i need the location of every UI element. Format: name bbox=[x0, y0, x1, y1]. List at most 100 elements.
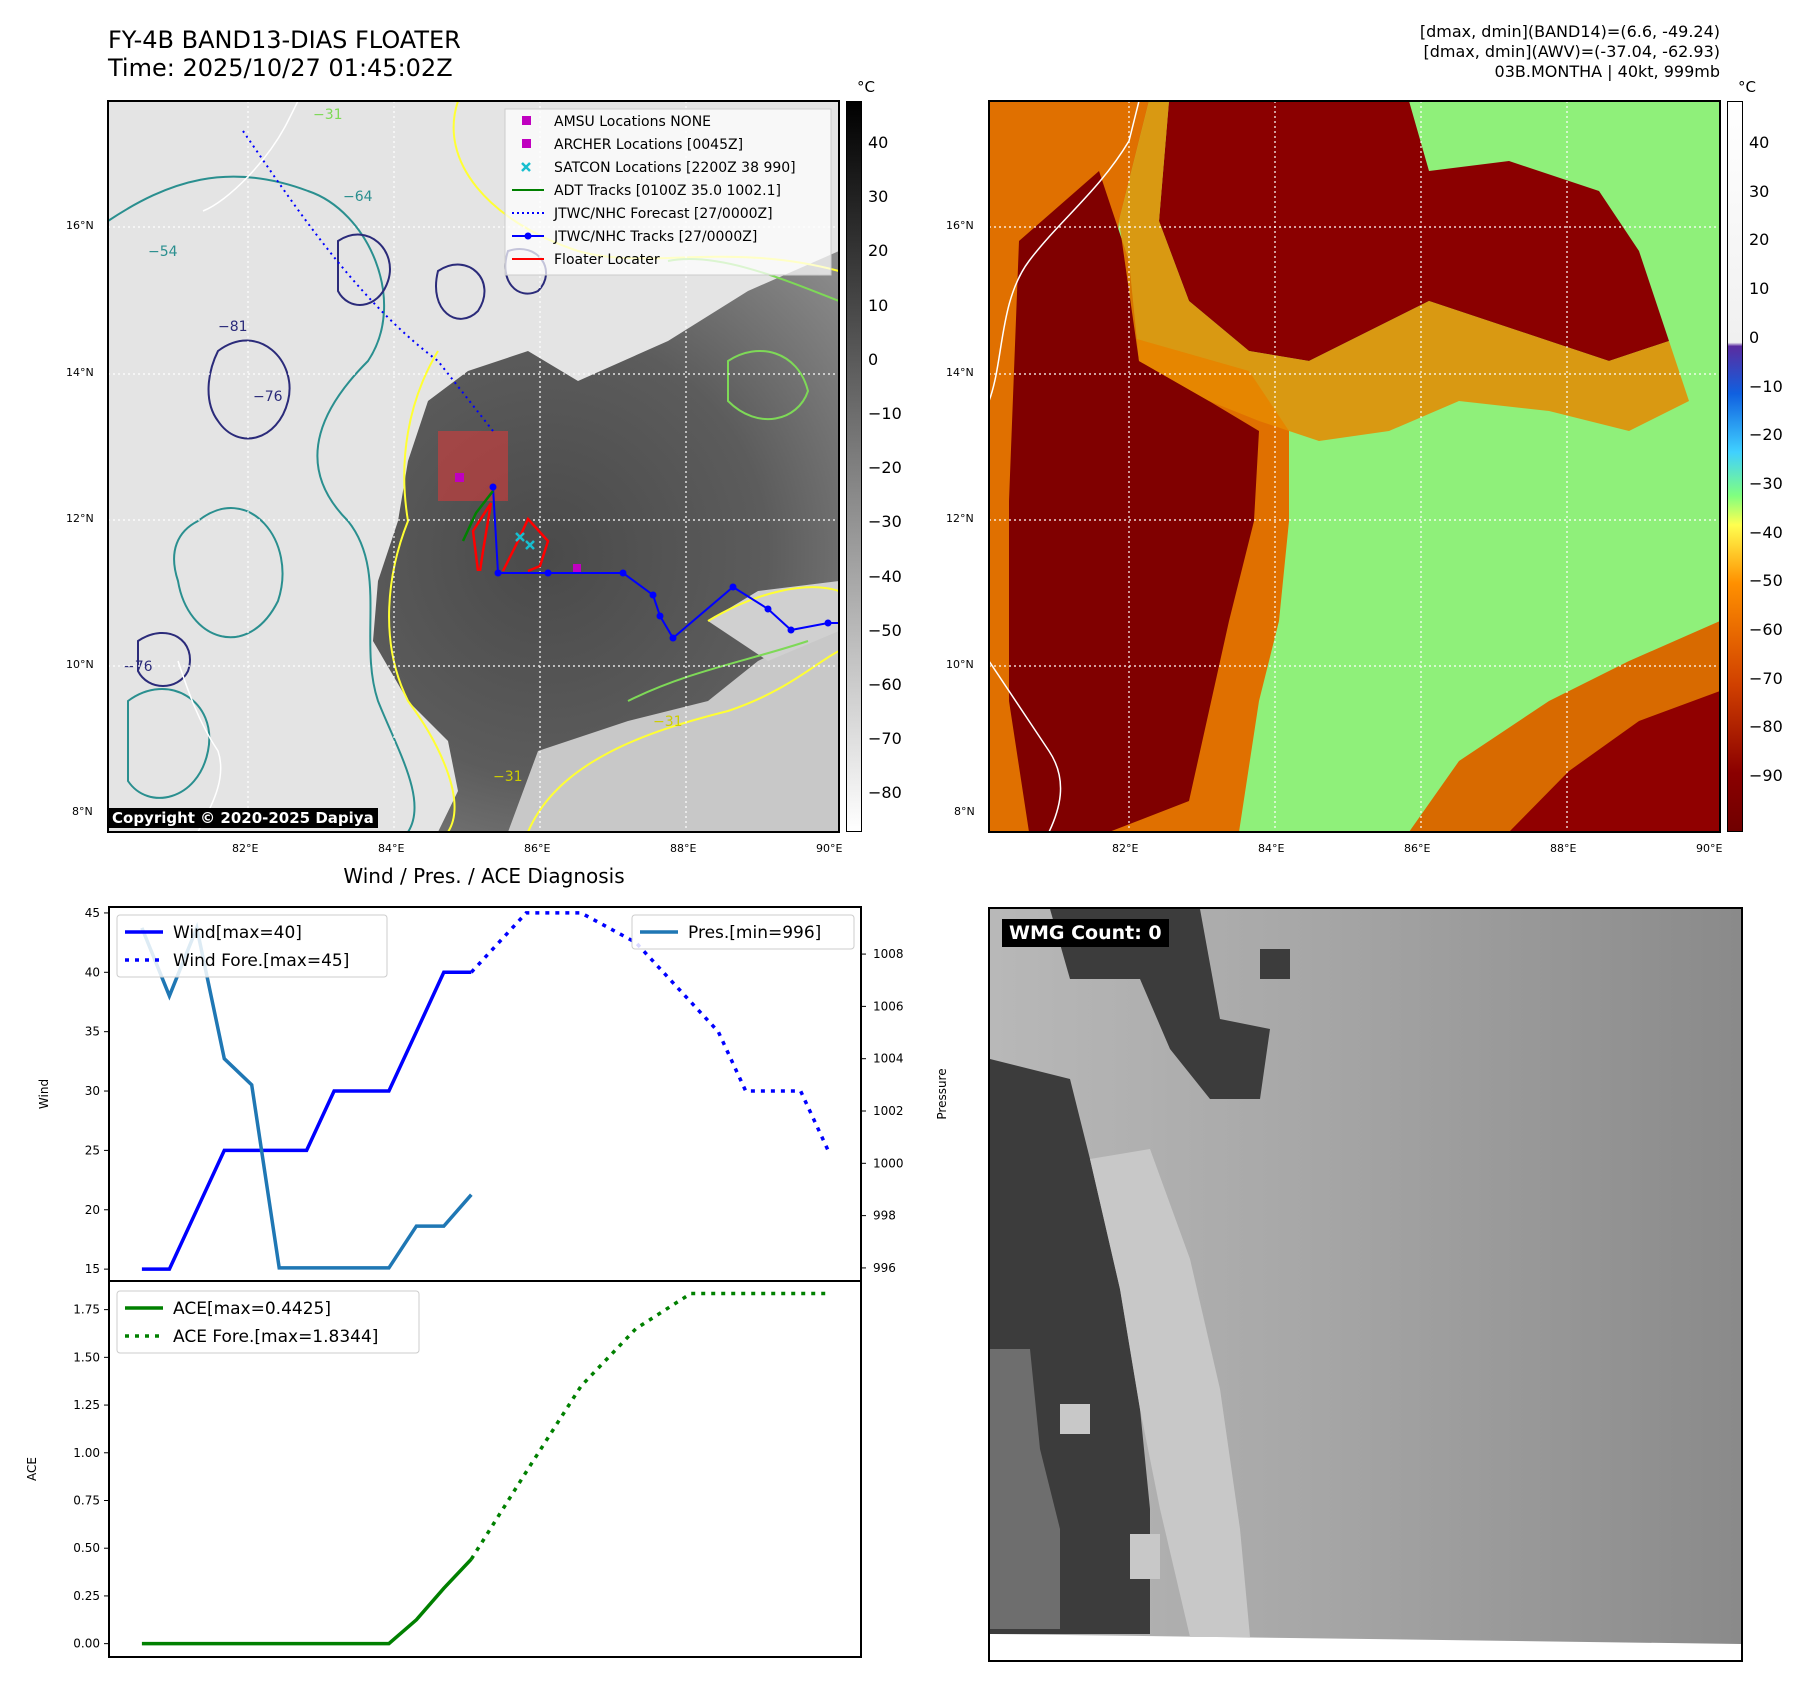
floater-locater bbox=[501, 516, 550, 573]
info-line-1: [dmax, dmin](BAND14)=(6.6, -49.24) bbox=[1419, 22, 1720, 41]
ir-colorbar-unit: °C bbox=[857, 78, 875, 96]
colorbar-tick: −30 bbox=[1749, 473, 1783, 493]
contour-label: −54 bbox=[148, 244, 178, 260]
ace-line bbox=[141, 1557, 473, 1646]
legend-entry: JTWC/NHC Forecast [27/0000Z] bbox=[512, 206, 773, 222]
colorbar-tick: −50 bbox=[1749, 571, 1783, 591]
colorbar-tick: −50 bbox=[868, 620, 902, 640]
wmg-block bbox=[1260, 949, 1290, 979]
lon-tick: 82°E bbox=[232, 842, 259, 855]
wmg-dark-top bbox=[1050, 909, 1270, 1099]
lon-tick: 88°E bbox=[1550, 842, 1577, 855]
wind-legend bbox=[116, 914, 388, 978]
ace-tick-label: 1.75 bbox=[73, 1303, 100, 1317]
colorbar-tick: −40 bbox=[1749, 522, 1783, 542]
ace-tick-label: 0.75 bbox=[73, 1493, 100, 1507]
lat-tick: 16°N bbox=[946, 219, 974, 232]
colorbar-tick: −60 bbox=[1749, 620, 1783, 639]
wind-tick-label: 20 bbox=[85, 1203, 100, 1217]
coastline bbox=[989, 101, 1140, 832]
legend-label: Wind[max=40] bbox=[173, 923, 302, 943]
diagnosis-chart: 15 20 25 30 35 40 45 996 998 1000 1002 1004 1006 1008… bbox=[25, 906, 949, 1658]
satcon-marker bbox=[515, 532, 535, 550]
colorbar-tick: −30 bbox=[868, 512, 902, 532]
colorbar-tick: 10 bbox=[868, 295, 889, 315]
wind-tick-label: 35 bbox=[85, 1025, 100, 1039]
colorbar-tick: 0 bbox=[1749, 327, 1760, 347]
legend-label: Wind Fore.[max=45] bbox=[173, 951, 349, 971]
lon-tick: 90°E bbox=[1696, 842, 1723, 855]
legend-label: ADT Tracks [0100Z 35.0 1002.1] bbox=[554, 183, 781, 199]
cold-cloud-mass bbox=[108, 101, 839, 832]
contour-label: −81 bbox=[218, 319, 248, 335]
colorbar-tick: −80 bbox=[868, 783, 902, 803]
legend-marker bbox=[521, 162, 531, 172]
wind-tick-label: 40 bbox=[85, 965, 100, 979]
colorbar-tick: −40 bbox=[868, 566, 902, 586]
colorbar-tick: −10 bbox=[868, 404, 902, 423]
ace-forecast-line bbox=[469, 1291, 829, 1561]
ace-tick-label: 0.25 bbox=[73, 1589, 100, 1603]
contour-label: −31 bbox=[493, 769, 523, 785]
colorbar-tick: 40 bbox=[1749, 133, 1770, 152]
ir-map-frame bbox=[107, 100, 840, 833]
lon-tick: 84°E bbox=[1258, 842, 1285, 855]
legend-label: ACE Fore.[max=1.8344] bbox=[173, 1327, 378, 1347]
colorbar-tick: −70 bbox=[1749, 668, 1783, 688]
legend-marker bbox=[522, 116, 531, 125]
wmg-mid-gray bbox=[990, 1349, 1060, 1629]
colorbar-tick: 0 bbox=[868, 349, 879, 369]
colorbar-tick: −20 bbox=[1749, 425, 1783, 445]
contour-label: −76 bbox=[253, 389, 283, 405]
lat-tick: 12°N bbox=[66, 512, 94, 525]
legend-label: ACE[max=0.4425] bbox=[173, 1299, 331, 1319]
pressure-tick-label: 1008 bbox=[873, 947, 904, 961]
page-title: FY-4B BAND13-DIAS FLOATER Time: 2025/10/… bbox=[108, 26, 461, 82]
graticule bbox=[989, 101, 1720, 832]
colorbar-tick: −10 bbox=[1749, 376, 1783, 396]
awv-map bbox=[989, 101, 1720, 832]
ace-tick-label: 0.50 bbox=[73, 1541, 100, 1555]
legend-label: AMSU Locations NONE bbox=[554, 114, 711, 130]
amsu-marker bbox=[573, 564, 581, 572]
lon-tick: 86°E bbox=[1404, 842, 1431, 855]
colorbar-tick: 40 bbox=[868, 133, 889, 152]
pressure-tick-label: 998 bbox=[873, 1209, 896, 1223]
legend-entry: AMSU Locations NONE bbox=[522, 114, 711, 130]
wind-axis-label: Wind bbox=[37, 1079, 51, 1109]
lon-tick: 86°E bbox=[524, 842, 551, 855]
forecast-track bbox=[242, 130, 494, 432]
legend-marker bbox=[522, 139, 531, 148]
wmg-block bbox=[1130, 1534, 1160, 1579]
colorbar-tick: 30 bbox=[868, 187, 889, 207]
info-line-3: 03B.MONTHA | 40kt, 999mb bbox=[1494, 62, 1720, 81]
legend-label: SATCON Locations [2200Z 38 990] bbox=[554, 160, 796, 176]
lat-tick: 16°N bbox=[66, 219, 94, 232]
wmg-block bbox=[1060, 1404, 1090, 1434]
lon-tick: 84°E bbox=[378, 842, 405, 855]
legend-entry: ARCHER Locations [0045Z] bbox=[522, 137, 743, 153]
legend-entry: JTWC/NHC Tracks [27/0000Z] bbox=[512, 229, 757, 245]
adt-track bbox=[461, 490, 494, 542]
wind-tick-label: 15 bbox=[85, 1262, 100, 1276]
lat-tick: 12°N bbox=[946, 512, 974, 525]
legend-entry: Floater Locater bbox=[512, 252, 660, 268]
wmg-bright-strip bbox=[1090, 1149, 1250, 1637]
colorbar-tick: −90 bbox=[1749, 766, 1783, 786]
info-block: [dmax, dmin](BAND14)=(6.6, -49.24) [dmax… bbox=[1420, 22, 1720, 82]
pressure-tick-label: 1006 bbox=[873, 999, 904, 1013]
ir-map: −31 −64 −76 −81 −54 −76 −31 −31 bbox=[108, 101, 839, 832]
legend-label: JTWC/NHC Tracks [27/0000Z] bbox=[553, 229, 757, 245]
title-line-2: Time: 2025/10/27 01:45:02Z bbox=[108, 54, 453, 82]
dry-region-core bbox=[1009, 171, 1259, 832]
awv-colorbar bbox=[1727, 101, 1743, 832]
wind-line bbox=[141, 970, 472, 1271]
colorbar-tick: 30 bbox=[1749, 181, 1770, 201]
pressure-axis-label: Pressure bbox=[935, 1068, 949, 1119]
dry-band-north bbox=[1159, 101, 1669, 361]
archer-marker bbox=[455, 473, 464, 482]
legend-label: JTWC/NHC Forecast [27/0000Z] bbox=[553, 206, 773, 222]
awv-map-frame bbox=[988, 100, 1721, 833]
pressure-tick-label: 996 bbox=[873, 1261, 896, 1275]
lon-tick: 82°E bbox=[1112, 842, 1139, 855]
